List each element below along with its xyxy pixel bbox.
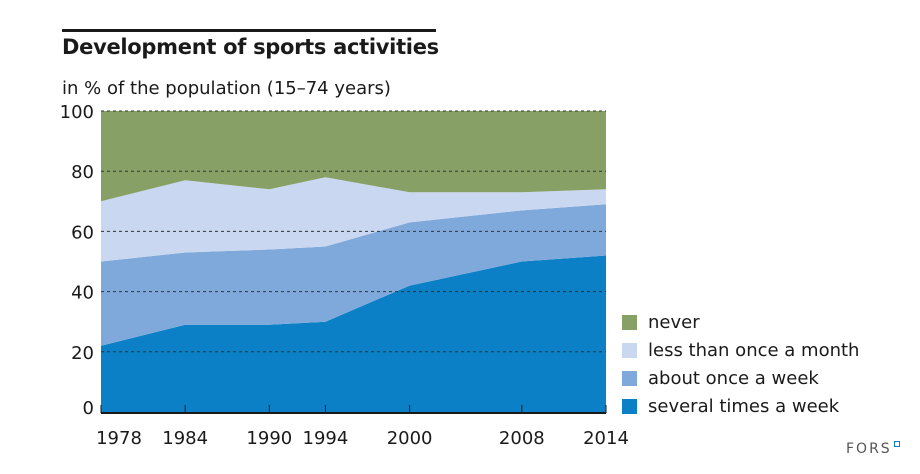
legend-label: never [648,311,700,333]
area-about-once-a-week [101,204,606,346]
legend-swatch [622,314,637,330]
legend-item: several times a week [622,395,839,417]
x-tick-label: 1978 [96,428,142,449]
area-several-times-a-week [101,255,606,412]
x-tick-label: 2000 [387,428,433,449]
legend-label: several times a week [648,395,840,417]
fors-logo: FORS [846,441,892,457]
legend-item: less than once a month [622,339,859,361]
y-tick-label: 100 [60,102,94,123]
legend-label: less than once a month [648,339,860,361]
x-tick-label: 1994 [303,428,349,449]
y-tick-label: 40 [71,283,94,304]
legend-swatch [622,342,637,358]
y-tick-label: 60 [71,222,94,243]
title-rule [62,29,436,32]
legend-item: never [622,311,700,333]
logo-square-icon [894,441,900,447]
chart-subtitle: in % of the population (15–74 years) [62,78,391,99]
x-tick-label: 1984 [162,428,208,449]
legend-swatch [622,398,637,414]
legend-swatch [622,370,637,386]
chart-title: Development of sports activities [62,35,439,59]
y-tick-label: 20 [71,343,94,364]
x-tick-label: 2014 [583,428,629,449]
y-tick-label: 0 [83,398,94,419]
y-tick-label: 80 [71,162,94,183]
legend-label: about once a week [648,367,819,389]
area-less-than-once-a-month [101,177,606,262]
legend-item: about once a week [622,367,819,389]
x-tick-label: 1990 [246,428,292,449]
x-tick-label: 2008 [499,428,545,449]
area-never [101,111,606,202]
